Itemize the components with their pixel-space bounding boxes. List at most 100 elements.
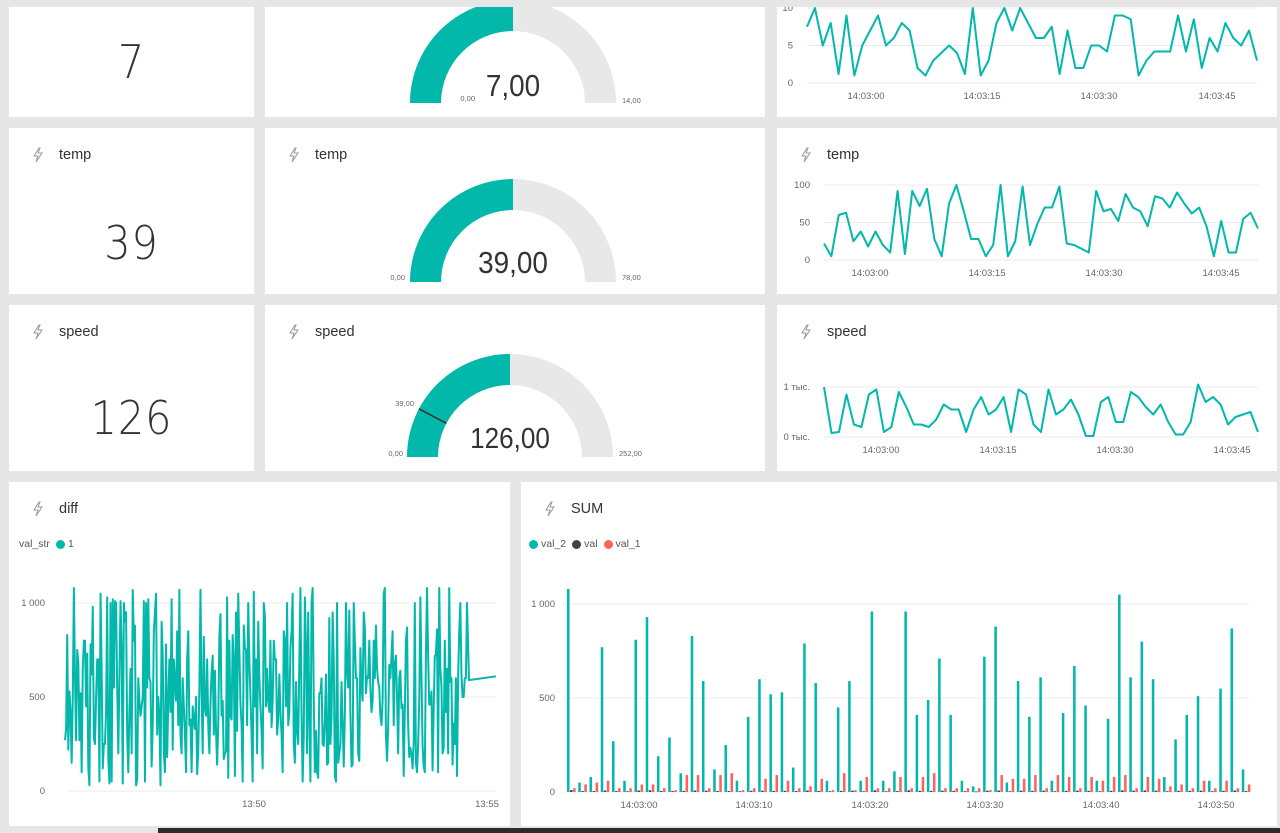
bar-val[interactable] [851, 790, 854, 792]
bar-val[interactable] [626, 791, 629, 793]
bar-val-1[interactable] [708, 788, 711, 792]
bar-val-2[interactable] [994, 626, 997, 792]
bar-val-1[interactable] [1022, 778, 1026, 792]
card-tile-speed[interactable]: speed 126 [9, 305, 254, 471]
bar-val[interactable] [952, 790, 955, 792]
bar-val-1[interactable] [989, 790, 992, 792]
bar-val-1[interactable] [944, 788, 947, 792]
bar-val-2[interactable] [1241, 769, 1245, 792]
bar-val-1[interactable] [775, 775, 779, 792]
bar-val[interactable] [660, 791, 663, 792]
bar-val[interactable] [682, 790, 686, 792]
bar-val-2[interactable] [1208, 780, 1211, 792]
bar-val-1[interactable] [1202, 780, 1206, 792]
bar-val[interactable] [918, 790, 922, 792]
bar-val-1[interactable] [797, 788, 801, 792]
bar-val-1[interactable] [865, 776, 869, 792]
gauge-tile-speed[interactable]: speed 0,00 252,00 39,00 126,00 [265, 305, 765, 471]
bar-val[interactable] [1199, 790, 1203, 792]
bar-val-1[interactable] [910, 788, 913, 792]
bar-val-2[interactable] [611, 741, 615, 792]
bar-val-2[interactable] [589, 776, 593, 792]
bar-val-2[interactable] [578, 782, 581, 792]
bar-val-1[interactable] [1191, 788, 1195, 792]
bar-val-2[interactable] [668, 737, 671, 792]
bar-val[interactable] [592, 791, 596, 792]
bar-val-2[interactable] [701, 681, 705, 792]
bar-val-1[interactable] [977, 788, 981, 792]
bar-val-1[interactable] [899, 776, 902, 792]
bar-val-2[interactable] [983, 656, 986, 792]
bar-val[interactable] [1053, 791, 1057, 793]
bar-val-1[interactable] [809, 786, 812, 792]
bar-val-1[interactable] [1112, 776, 1116, 792]
bar-val[interactable] [1211, 791, 1214, 793]
bar-val-1[interactable] [618, 788, 621, 792]
bar-val-1[interactable] [764, 778, 767, 792]
bar-val-1[interactable] [651, 784, 655, 792]
bar-val-2[interactable] [735, 780, 739, 792]
bar-val-1[interactable] [921, 776, 925, 792]
bar-val[interactable] [873, 790, 877, 792]
bar-val[interactable] [1154, 790, 1158, 792]
bar-val[interactable] [1188, 790, 1192, 792]
bar-val-2[interactable] [769, 694, 772, 792]
bar-val-2[interactable] [836, 707, 840, 792]
series-line[interactable] [64, 586, 497, 787]
bar-val[interactable] [1166, 791, 1169, 793]
bar-val[interactable] [761, 790, 764, 792]
bar-val-2[interactable] [713, 769, 716, 792]
bar-val-1[interactable] [786, 780, 790, 792]
card-tile-1[interactable]: 7 [9, 7, 254, 117]
bar-val-2[interactable] [645, 617, 649, 792]
bar-val[interactable] [1132, 790, 1135, 792]
bar-val-1[interactable] [573, 788, 576, 792]
bar-val-2[interactable] [791, 767, 795, 792]
bar-val-2[interactable] [848, 681, 851, 792]
bar-val-1[interactable] [887, 788, 891, 792]
bar-val-1[interactable] [1247, 784, 1251, 792]
bar-val[interactable] [839, 790, 843, 792]
bar-val-2[interactable] [600, 647, 604, 792]
bar-val-1[interactable] [640, 784, 644, 792]
bar-val[interactable] [974, 791, 978, 793]
bar-val-2[interactable] [949, 714, 952, 792]
bar-val-1[interactable] [696, 775, 700, 792]
bar-val[interactable] [806, 790, 809, 792]
series-line[interactable] [823, 184, 1259, 258]
bar-val[interactable] [1087, 790, 1090, 792]
bar-val-2[interactable] [1005, 782, 1009, 792]
bar-val[interactable] [1244, 791, 1248, 792]
bar-val-1[interactable] [629, 788, 632, 792]
sum-chart-tile[interactable]: SUM val_2 val val_1 1 000 500 0 14:03:00 14:… [521, 482, 1277, 826]
card-tile-temp[interactable]: temp 39 [9, 128, 254, 294]
bar-val-1[interactable] [1214, 788, 1217, 792]
bar-val-1[interactable] [1045, 788, 1048, 792]
gauge-tile-temp[interactable]: temp 0,00 78,00 39,00 [265, 128, 765, 294]
series-line[interactable] [806, 7, 1258, 77]
bar-val-1[interactable] [1067, 776, 1071, 792]
bar-val-2[interactable] [1163, 776, 1166, 792]
bar-val-1[interactable] [595, 782, 599, 792]
bar-val-1[interactable] [831, 790, 835, 792]
bar-val-2[interactable] [803, 643, 806, 792]
legend-entry[interactable]: 1 [67, 538, 74, 550]
bar-val[interactable] [637, 790, 641, 792]
bar-val-1[interactable] [1236, 788, 1240, 792]
bar-val-1[interactable] [1011, 778, 1015, 792]
bar-val[interactable] [783, 790, 787, 792]
bar-val-1[interactable] [876, 788, 880, 792]
bar-val-1[interactable] [1180, 784, 1183, 792]
bar-val-2[interactable] [1129, 677, 1132, 792]
bar-val[interactable] [772, 790, 775, 792]
legend-entry-val[interactable]: val [584, 538, 598, 550]
bar-val-2[interactable] [1050, 780, 1054, 792]
bar-val[interactable] [907, 790, 910, 792]
bar-val-2[interactable] [1174, 739, 1177, 792]
bar-val[interactable] [1143, 790, 1147, 792]
bar-val-1[interactable] [1146, 776, 1150, 792]
bar-val[interactable] [716, 791, 719, 792]
gauge-tile-1[interactable]: 0,00 14,00 7,00 [265, 7, 765, 117]
bar-val[interactable] [997, 790, 1000, 792]
bar-val-1[interactable] [820, 778, 824, 792]
